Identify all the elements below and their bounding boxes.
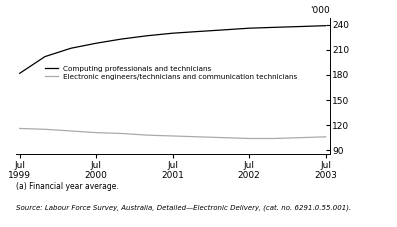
- Legend: Computing professionals and technicians, Electronic engineers/technicians and co: Computing professionals and technicians,…: [44, 65, 298, 80]
- Text: Source: Labour Force Survey, Australia, Detailed—Electronic Delivery, (cat. no. : Source: Labour Force Survey, Australia, …: [16, 204, 351, 211]
- Text: (a) Financial year average.: (a) Financial year average.: [16, 182, 119, 191]
- Text: '000: '000: [310, 6, 330, 15]
